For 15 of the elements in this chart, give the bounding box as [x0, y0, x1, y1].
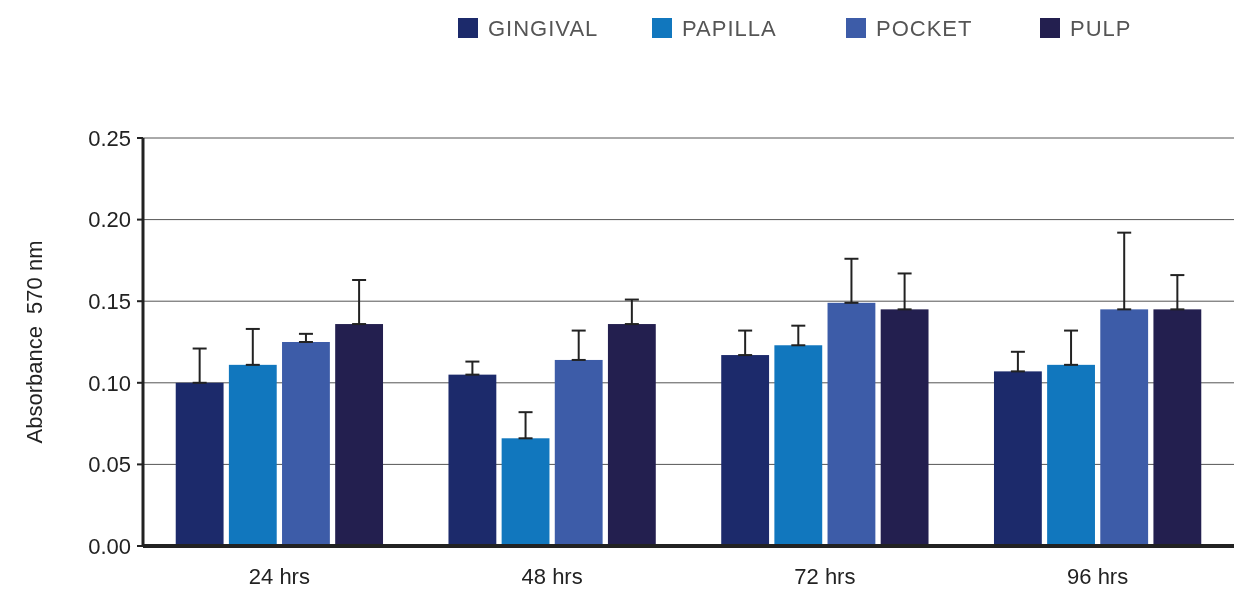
y-tick-label: 0.05 — [88, 452, 131, 478]
legend-label: PAPILLA — [682, 15, 777, 41]
legend-label: GINGIVAL — [488, 15, 599, 41]
legend-label: PULP — [1070, 15, 1132, 41]
x-tick-label: 48 hrs — [521, 564, 583, 589]
y-tick-label: 0.00 — [88, 533, 131, 559]
x-tick-label: 72 hrs — [794, 564, 856, 589]
legend-label: POCKET — [876, 15, 973, 41]
x-tick-label: 24 hrs — [248, 564, 310, 589]
y-tick-label: 0.25 — [88, 125, 131, 151]
y-tick-label: 0.10 — [88, 370, 131, 396]
x-tick-label: 96 hrs — [1067, 564, 1129, 589]
y-axis-title: Absorbance 570 nm — [22, 240, 47, 444]
y-tick-label: 0.20 — [88, 207, 131, 233]
y-tick-label: 0.15 — [88, 288, 131, 314]
